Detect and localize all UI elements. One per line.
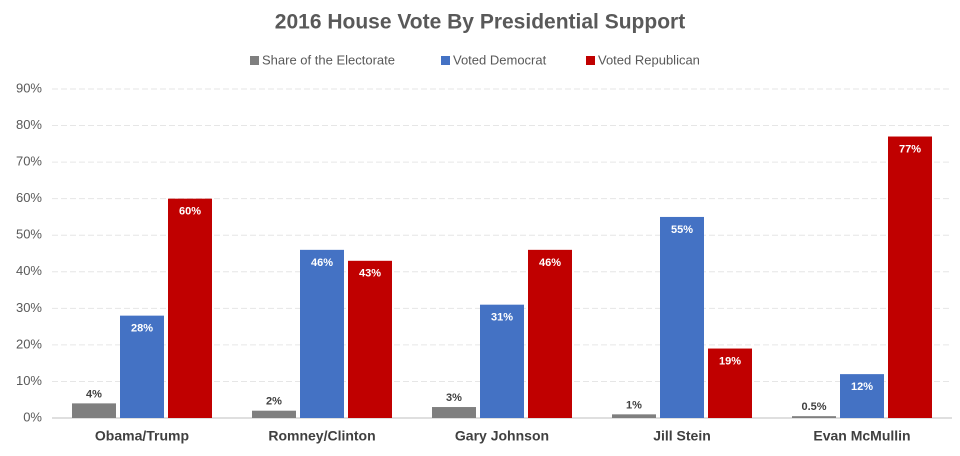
bar bbox=[660, 216, 704, 418]
y-tick-label: 40% bbox=[16, 263, 42, 278]
bar bbox=[432, 407, 476, 418]
bar bbox=[120, 315, 164, 418]
value-label: 19% bbox=[719, 355, 741, 367]
legend-swatch bbox=[586, 56, 595, 65]
legend-swatch bbox=[250, 56, 259, 65]
y-tick-label: 60% bbox=[16, 190, 42, 205]
y-tick-label: 30% bbox=[16, 300, 42, 315]
value-label: 1% bbox=[626, 399, 642, 411]
value-label: 2% bbox=[266, 396, 282, 408]
bar bbox=[612, 414, 656, 418]
legend-label: Voted Republican bbox=[598, 52, 700, 67]
x-tick-label: Romney/Clinton bbox=[268, 428, 375, 444]
bar bbox=[252, 410, 296, 418]
y-tick-label: 80% bbox=[16, 117, 42, 132]
value-label: 31% bbox=[491, 312, 513, 324]
bar bbox=[480, 304, 524, 418]
chart-title: 2016 House Vote By Presidential Support bbox=[275, 11, 685, 34]
value-label: 3% bbox=[446, 392, 462, 404]
y-tick-label: 70% bbox=[16, 154, 42, 169]
bar bbox=[300, 249, 344, 418]
y-tick-label: 50% bbox=[16, 227, 42, 242]
x-tick-label: Obama/Trump bbox=[95, 428, 189, 444]
value-label: 55% bbox=[671, 224, 693, 236]
x-tick-label: Evan McMullin bbox=[813, 428, 910, 444]
x-tick-label: Gary Johnson bbox=[455, 428, 549, 444]
value-label: 28% bbox=[131, 323, 153, 335]
bar bbox=[528, 249, 572, 418]
value-label: 43% bbox=[359, 268, 381, 280]
y-tick-label: 0% bbox=[23, 409, 42, 424]
bar bbox=[708, 348, 752, 418]
value-label: 12% bbox=[851, 381, 873, 393]
value-label: 46% bbox=[539, 257, 561, 269]
bar bbox=[888, 136, 932, 418]
legend-label: Voted Democrat bbox=[453, 52, 547, 67]
y-tick-label: 10% bbox=[16, 373, 42, 388]
bar bbox=[72, 403, 116, 418]
bar bbox=[792, 416, 836, 418]
bar bbox=[168, 198, 212, 418]
value-label: 0.5% bbox=[801, 401, 826, 413]
legend-label: Share of the Electorate bbox=[262, 52, 395, 67]
value-label: 46% bbox=[311, 257, 333, 269]
legend-swatch bbox=[441, 56, 450, 65]
value-label: 77% bbox=[899, 143, 921, 155]
value-label: 60% bbox=[179, 206, 201, 218]
bar bbox=[840, 374, 884, 418]
bar bbox=[348, 260, 392, 418]
y-tick-label: 90% bbox=[16, 80, 42, 95]
x-tick-label: Jill Stein bbox=[653, 428, 711, 444]
y-tick-label: 20% bbox=[16, 336, 42, 351]
value-label: 4% bbox=[86, 388, 102, 400]
